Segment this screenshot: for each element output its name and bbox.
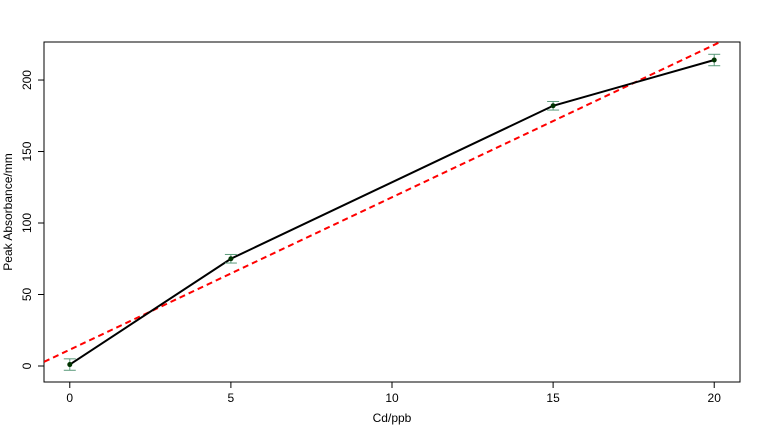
y-tick-label: 150 [20, 141, 34, 161]
y-tick-label: 100 [20, 213, 34, 233]
series-line [69, 59, 715, 366]
point [67, 362, 73, 368]
y-tick-label: 50 [20, 288, 34, 302]
y-axis-label: Peak Absorbance/mm [1, 153, 15, 270]
x-tick-label: 20 [708, 391, 722, 405]
x-tick-label: 15 [546, 391, 560, 405]
x-tick-label: 10 [385, 391, 399, 405]
x-tick-label: 0 [66, 391, 73, 405]
point [550, 103, 556, 109]
y-tick-label: 0 [20, 362, 34, 369]
y-tick-label: 200 [20, 70, 34, 90]
point [711, 57, 717, 63]
x-tick-label: 5 [228, 391, 235, 405]
fit-line [44, 42, 723, 363]
x-axis-label: Cd/ppb [373, 411, 412, 425]
plot-box [43, 41, 741, 383]
point [228, 256, 234, 262]
